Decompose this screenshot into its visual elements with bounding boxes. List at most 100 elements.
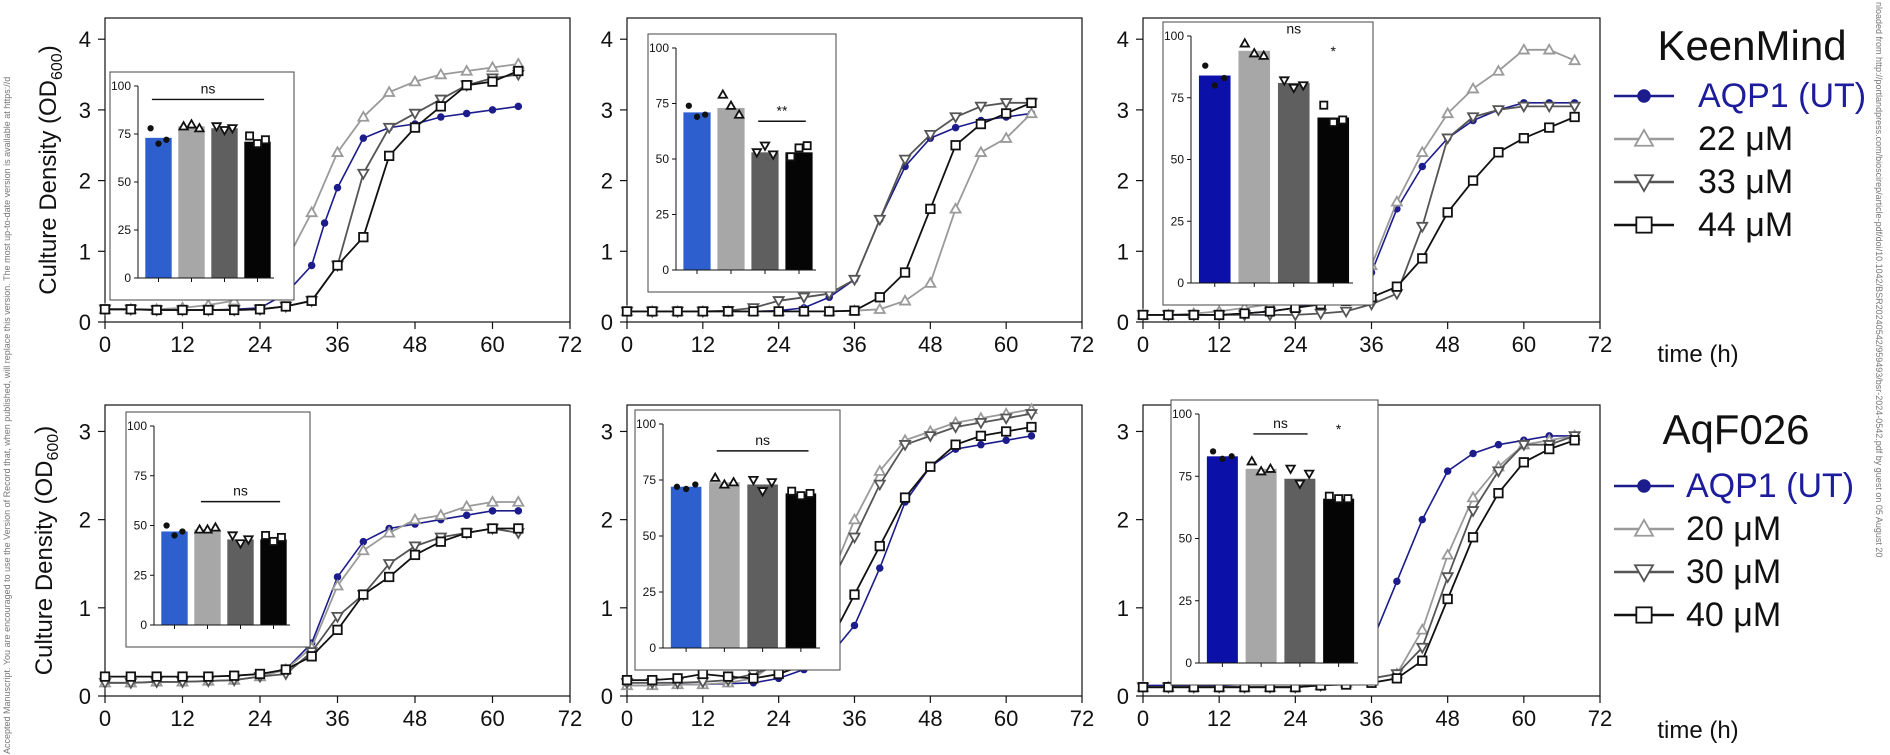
inset-bar: [1245, 468, 1277, 663]
data-point: [488, 507, 497, 515]
inset-bar: [785, 152, 813, 270]
data-point: [125, 671, 136, 682]
legend-title: KeenMind: [1657, 22, 1846, 69]
data-point: [1569, 111, 1580, 123]
data-point: [1517, 101, 1531, 114]
inset-replicate-point: [155, 140, 162, 147]
data-point: [1466, 112, 1480, 124]
data-point: [99, 671, 111, 682]
data-point: [899, 492, 911, 503]
data-point: [1494, 440, 1503, 449]
x-tick-label: 12: [1207, 706, 1231, 731]
significance-label: **: [777, 102, 788, 118]
data-point: [772, 296, 786, 308]
x-tick-label: 60: [994, 706, 1018, 731]
data-point: [1163, 682, 1174, 693]
inset-replicate-point: [1211, 82, 1218, 89]
data-point: [1239, 308, 1250, 319]
data-point: [461, 80, 472, 91]
inset-y-tick-label: 75: [118, 127, 132, 141]
x-axis-label: time (h): [1657, 717, 1738, 744]
inset-bar: [178, 126, 205, 278]
data-point: [1491, 64, 1505, 76]
x-tick-label: 72: [558, 706, 582, 731]
x-tick-label: 12: [170, 706, 194, 731]
y-tick-label: 3: [601, 419, 613, 444]
inset-replicate-point: [1319, 100, 1329, 110]
significance-label: *: [1331, 43, 1337, 59]
inset-replicate-point: [725, 99, 737, 110]
data-point: [229, 304, 240, 316]
inset-replicate-point: [1278, 76, 1291, 87]
significance-label: ns: [755, 432, 770, 448]
inset-y-tick-label: 0: [662, 263, 669, 277]
inset-bar: [145, 137, 172, 278]
legend-marker: [1637, 89, 1651, 103]
significance-label: ns: [1286, 21, 1301, 37]
legend-marker: [1635, 216, 1653, 234]
inset-bar-chart: 0 25 50 75 100 ns: [109, 71, 295, 301]
data-point: [1163, 309, 1174, 321]
legend-entry-label: 20 μM: [1686, 510, 1781, 548]
inset-replicate-point: [1338, 115, 1348, 125]
inset-bar: [1238, 50, 1271, 283]
y-tick-label: 3: [79, 98, 91, 123]
data-point: [1442, 207, 1453, 218]
inset-replicate-point: [747, 475, 760, 487]
data-point: [697, 668, 708, 680]
data-point: [408, 108, 422, 121]
inset-bar: [1198, 75, 1231, 284]
data-point: [1568, 53, 1582, 66]
y-tick-label: 3: [601, 98, 613, 123]
data-point: [748, 306, 759, 317]
data-point: [382, 526, 396, 538]
data-point: [320, 219, 329, 227]
inset-replicate-point: [147, 125, 154, 132]
x-tick-label: 60: [1512, 706, 1536, 731]
data-point: [950, 439, 961, 450]
y-tick-label: 2: [1117, 169, 1129, 194]
inset-y-tick-label: 100: [649, 41, 669, 55]
inset-replicate-point: [805, 488, 815, 498]
data-point: [485, 60, 500, 73]
data-point: [356, 543, 370, 556]
inset-bar-chart: 0 25 50 75 100 ns *: [1162, 21, 1374, 306]
inset-replicate-point: [733, 108, 745, 119]
inset-replicate-point: [1221, 74, 1228, 82]
data-point: [1137, 682, 1149, 693]
data-point: [151, 304, 162, 316]
inset-y-tick-label: 75: [1179, 469, 1193, 483]
legend-title: AqF026: [1662, 406, 1809, 453]
inset-replicate-point: [201, 523, 214, 534]
inset-replicate-point: [1294, 479, 1306, 490]
data-point: [358, 589, 369, 600]
inset-replicate-point: [218, 126, 231, 137]
data-point: [1518, 457, 1529, 468]
inset-y-tick-label: 50: [118, 175, 132, 189]
y-tick-label: 4: [79, 27, 91, 52]
inset-y-tick-label: 25: [656, 208, 670, 222]
legend-marker: [1633, 564, 1655, 583]
data-point: [1026, 421, 1037, 433]
data-point: [332, 260, 343, 271]
data-point: [359, 134, 368, 142]
data-point: [1417, 253, 1428, 264]
inset-bar-chart: 0 25 50 75 100 **: [647, 33, 837, 293]
inset-y-tick-label: 75: [134, 469, 148, 483]
inset-y-tick-label: 0: [1177, 276, 1184, 290]
data-point: [621, 674, 633, 686]
inset-replicate-point: [253, 139, 262, 149]
x-tick-label: 60: [994, 332, 1018, 357]
data-point: [1391, 281, 1403, 292]
data-point: [409, 122, 421, 133]
data-point: [925, 203, 936, 215]
data-point: [1518, 133, 1529, 144]
x-tick-label: 48: [918, 706, 942, 731]
inset-replicate-point: [1324, 491, 1334, 501]
data-point: [305, 205, 319, 218]
data-point: [722, 306, 734, 317]
data-point: [847, 512, 862, 525]
inset-y-tick-label: 50: [1171, 153, 1185, 167]
